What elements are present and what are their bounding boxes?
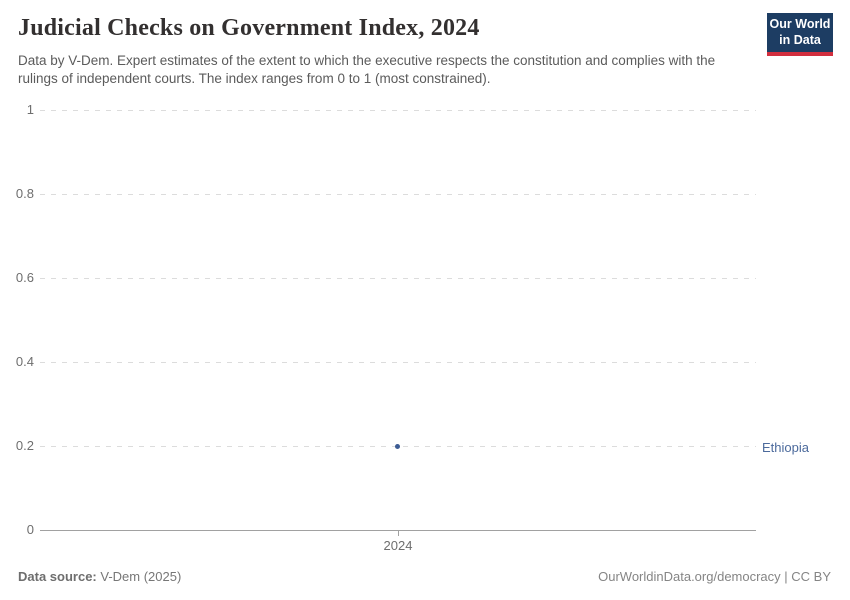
data-source-value: V-Dem (2025) — [96, 569, 182, 584]
y-axis-tick-label: 0.8 — [15, 186, 34, 201]
license-text: OurWorldinData.org/democracy | CC BY — [598, 569, 831, 584]
owid-logo: Our World in Data — [767, 13, 833, 56]
data-source-label: Data source: — [18, 569, 97, 584]
x-axis-line — [40, 530, 756, 531]
gridline — [40, 278, 756, 279]
x-axis-tick — [398, 531, 399, 536]
gridline — [40, 194, 756, 195]
y-axis-tick-label: 1 — [26, 102, 34, 117]
series-label-ethiopia[interactable]: Ethiopia — [762, 440, 809, 455]
y-axis-tick-label: 0.2 — [15, 438, 34, 453]
y-axis-tick-label: 0 — [26, 522, 34, 537]
owid-logo-text: Our World in Data — [767, 13, 833, 52]
data-point-ethiopia[interactable] — [395, 444, 400, 449]
gridline — [40, 362, 756, 363]
data-source-text: Data source: V-Dem (2025) — [18, 569, 181, 584]
x-axis-tick-label: 2024 — [383, 538, 413, 553]
owid-logo-line2: in Data — [779, 32, 821, 47]
y-axis-tick-label: 0.6 — [15, 270, 34, 285]
gridline — [40, 110, 756, 111]
y-axis-tick-label: 0.4 — [15, 354, 34, 369]
chart-subtitle: Data by V-Dem. Expert estimates of the e… — [18, 53, 716, 86]
chart-title: Judicial Checks on Government Index, 202… — [18, 15, 480, 41]
owid-logo-line1: Our World — [769, 17, 831, 31]
